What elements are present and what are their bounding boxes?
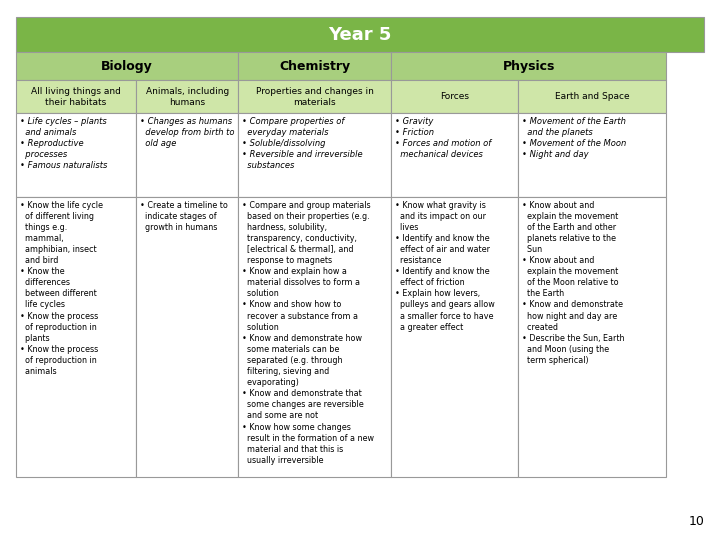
Bar <box>391 80 518 113</box>
Bar <box>136 80 238 113</box>
Bar <box>16 80 136 113</box>
Text: • Changes as humans
  develop from birth to
  old age: • Changes as humans develop from birth t… <box>140 117 235 148</box>
Bar <box>518 197 666 477</box>
Bar <box>16 197 136 477</box>
Text: • Create a timeline to
  indicate stages of
  growth in humans: • Create a timeline to indicate stages o… <box>140 200 228 232</box>
Text: Earth and Space: Earth and Space <box>555 92 629 101</box>
Text: • Life cycles – plants
  and animals
• Reproductive
  processes
• Famous natural: • Life cycles – plants and animals • Rep… <box>20 117 107 170</box>
Bar <box>238 80 391 113</box>
Text: Biology: Biology <box>101 60 153 73</box>
Text: All living things and
their habitats: All living things and their habitats <box>31 86 121 107</box>
Bar <box>16 113 136 197</box>
Bar <box>391 197 518 477</box>
Text: Properties and changes in
materials: Properties and changes in materials <box>256 86 374 107</box>
Bar <box>136 197 238 477</box>
Text: • Movement of the Earth
  and the planets
• Movement of the Moon
• Night and day: • Movement of the Earth and the planets … <box>522 117 626 159</box>
Bar <box>136 113 238 197</box>
Text: • Gravity
• Friction
• Forces and motion of
  mechanical devices: • Gravity • Friction • Forces and motion… <box>395 117 491 159</box>
Text: • Know the life cycle
  of different living
  things e.g.
  mammal,
  amphibian,: • Know the life cycle of different livin… <box>20 200 103 376</box>
Text: • Compare properties of
  everyday materials
• Soluble/dissolving
• Reversible a: • Compare properties of everyday materia… <box>242 117 363 170</box>
Text: Forces: Forces <box>440 92 469 101</box>
Bar <box>391 113 518 197</box>
Bar <box>238 113 391 197</box>
Text: Animals, including
humans: Animals, including humans <box>145 86 229 107</box>
Bar <box>16 17 704 52</box>
Text: Physics: Physics <box>503 60 555 73</box>
Text: 10: 10 <box>688 515 704 528</box>
Text: Chemistry: Chemistry <box>279 60 350 73</box>
Bar <box>518 80 666 113</box>
Bar <box>238 197 391 477</box>
Text: • Compare and group materials
  based on their properties (e.g.
  hardness, solu: • Compare and group materials based on t… <box>242 200 374 465</box>
Bar <box>16 52 238 80</box>
Bar <box>391 52 666 80</box>
Text: • Know what gravity is
  and its impact on our
  lives
• Identify and know the
 : • Know what gravity is and its impact on… <box>395 200 495 332</box>
Text: • Know about and
  explain the movement
  of the Earth and other
  planets relat: • Know about and explain the movement of… <box>522 200 625 365</box>
Bar <box>518 113 666 197</box>
Bar <box>238 52 391 80</box>
Text: Year 5: Year 5 <box>328 26 392 44</box>
